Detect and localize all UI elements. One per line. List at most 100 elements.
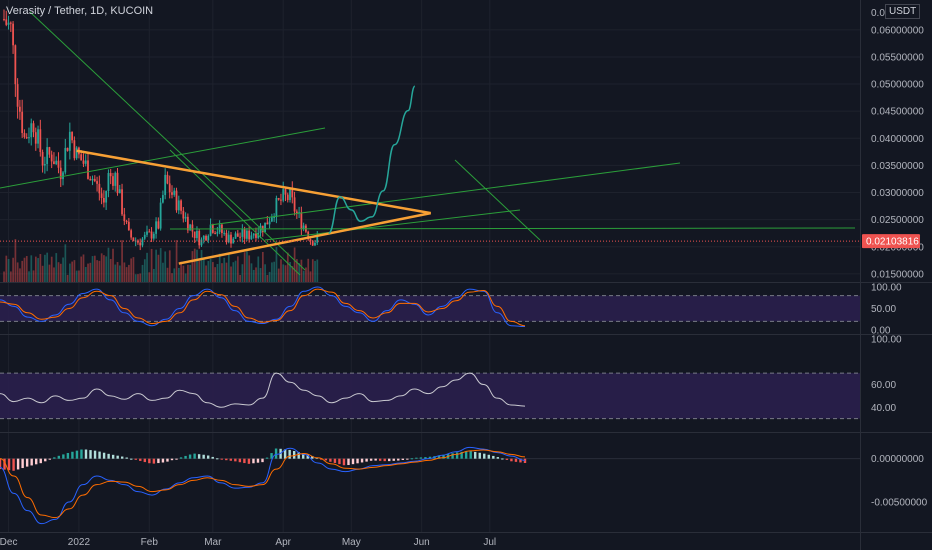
volume-bar xyxy=(266,275,269,282)
candle-body xyxy=(227,234,230,243)
volume-bar xyxy=(218,253,221,282)
macd-histogram-bar xyxy=(89,450,92,459)
macd-histogram-bar xyxy=(274,448,278,459)
volume-bar xyxy=(5,255,8,282)
candle-body xyxy=(277,198,280,200)
macd-histogram-bar xyxy=(297,452,300,459)
macd-pane[interactable] xyxy=(0,446,860,525)
macd-histogram-bar xyxy=(134,458,137,460)
y-tick-label: 0.06000000 xyxy=(871,25,924,36)
macd-histogram-bar xyxy=(424,457,427,459)
volume-bar xyxy=(84,266,87,282)
macd-histogram-bar xyxy=(243,458,246,464)
candle-body xyxy=(166,174,169,184)
y-tick-label: 100.00 xyxy=(871,335,902,346)
candle-body xyxy=(280,199,282,201)
volume-bar xyxy=(250,263,253,282)
volume-bar xyxy=(12,257,14,282)
candle-body xyxy=(225,232,228,243)
candle-body xyxy=(93,178,96,182)
volume-bar xyxy=(30,255,33,282)
macd-histogram-bar xyxy=(324,458,328,461)
x-tick-label: Dec xyxy=(0,537,17,548)
volume-bar xyxy=(16,262,19,282)
candle-body xyxy=(266,222,269,225)
candle-body xyxy=(193,231,196,239)
macd-histogram-bar xyxy=(125,457,128,459)
candle-body xyxy=(314,242,316,246)
candle-body xyxy=(241,229,244,237)
candle-body xyxy=(316,236,319,243)
macd-histogram-bar xyxy=(184,455,187,459)
candle-body xyxy=(37,129,39,144)
candle-body xyxy=(73,140,76,159)
macd-histogram-bar xyxy=(252,458,255,464)
volume-bar xyxy=(275,247,278,282)
candle-body xyxy=(236,233,239,237)
candle-body xyxy=(177,200,180,211)
candle-body xyxy=(307,231,310,240)
volume-bar xyxy=(143,259,146,282)
candle-body xyxy=(184,216,187,219)
macd-histogram-bar xyxy=(12,458,15,471)
volume-bar xyxy=(202,257,205,282)
rsi-pane[interactable] xyxy=(0,372,860,420)
candle-body xyxy=(245,230,248,239)
macd-histogram-bar xyxy=(496,457,500,459)
macd-histogram-bar xyxy=(388,458,391,462)
macd-histogram-bar xyxy=(374,458,377,461)
candle-body xyxy=(48,147,51,155)
volume-bar xyxy=(112,248,114,282)
y-tick-label: 0.02500000 xyxy=(871,215,924,226)
stoch-rsi-pane[interactable] xyxy=(0,286,860,328)
volume-bar xyxy=(182,265,185,282)
candle-body xyxy=(112,176,114,186)
candle-body xyxy=(311,240,314,246)
volume-bar xyxy=(105,256,108,282)
currency-badge[interactable]: USDT xyxy=(885,4,921,19)
macd-histogram-bar xyxy=(265,457,269,459)
macd-histogram-bar xyxy=(143,458,147,463)
macd-histogram-bar xyxy=(197,454,201,459)
candle-body xyxy=(125,221,128,223)
y-tick-label: 40.00 xyxy=(871,403,896,414)
candle-body xyxy=(150,231,153,239)
macd-histogram-bar xyxy=(211,456,214,459)
stoch-band xyxy=(0,295,860,322)
candle-body xyxy=(205,235,207,241)
candle-body xyxy=(116,172,119,194)
macd-histogram-bar xyxy=(306,454,309,459)
y-tick-label: 0.0 xyxy=(871,8,885,19)
volume-bar xyxy=(21,260,24,282)
macd-histogram-bar xyxy=(428,456,432,459)
volume-bar xyxy=(316,259,319,282)
volume-bar xyxy=(277,268,280,282)
macd-histogram-bar xyxy=(30,458,33,466)
macd-histogram-bar xyxy=(406,458,409,460)
macd-histogram-bar xyxy=(311,456,314,459)
y-tick-label: 0.03500000 xyxy=(871,161,924,172)
candle-body xyxy=(289,189,291,201)
volume-bar xyxy=(223,257,226,282)
candle-body xyxy=(41,151,44,166)
candle-body xyxy=(293,197,296,212)
macd-line xyxy=(0,446,526,525)
volume-bar xyxy=(180,261,182,282)
volume-bar xyxy=(289,261,291,282)
volume-bar xyxy=(196,249,198,282)
volume-bar xyxy=(175,240,178,282)
macd-histogram-bar xyxy=(460,451,463,459)
volume-bar xyxy=(243,252,246,282)
volume-bar xyxy=(146,252,148,282)
volume-bar xyxy=(268,271,271,282)
macd-histogram-bar xyxy=(120,456,124,459)
price-pane[interactable] xyxy=(0,9,860,282)
macd-histogram-bar xyxy=(519,458,522,463)
macd-histogram-bar xyxy=(469,451,472,459)
volume-bar xyxy=(248,255,251,282)
macd-histogram-bar xyxy=(25,458,29,467)
x-tick-label: Jul xyxy=(483,537,496,548)
macd-histogram-bar xyxy=(451,453,454,459)
volume-bar xyxy=(116,262,119,282)
